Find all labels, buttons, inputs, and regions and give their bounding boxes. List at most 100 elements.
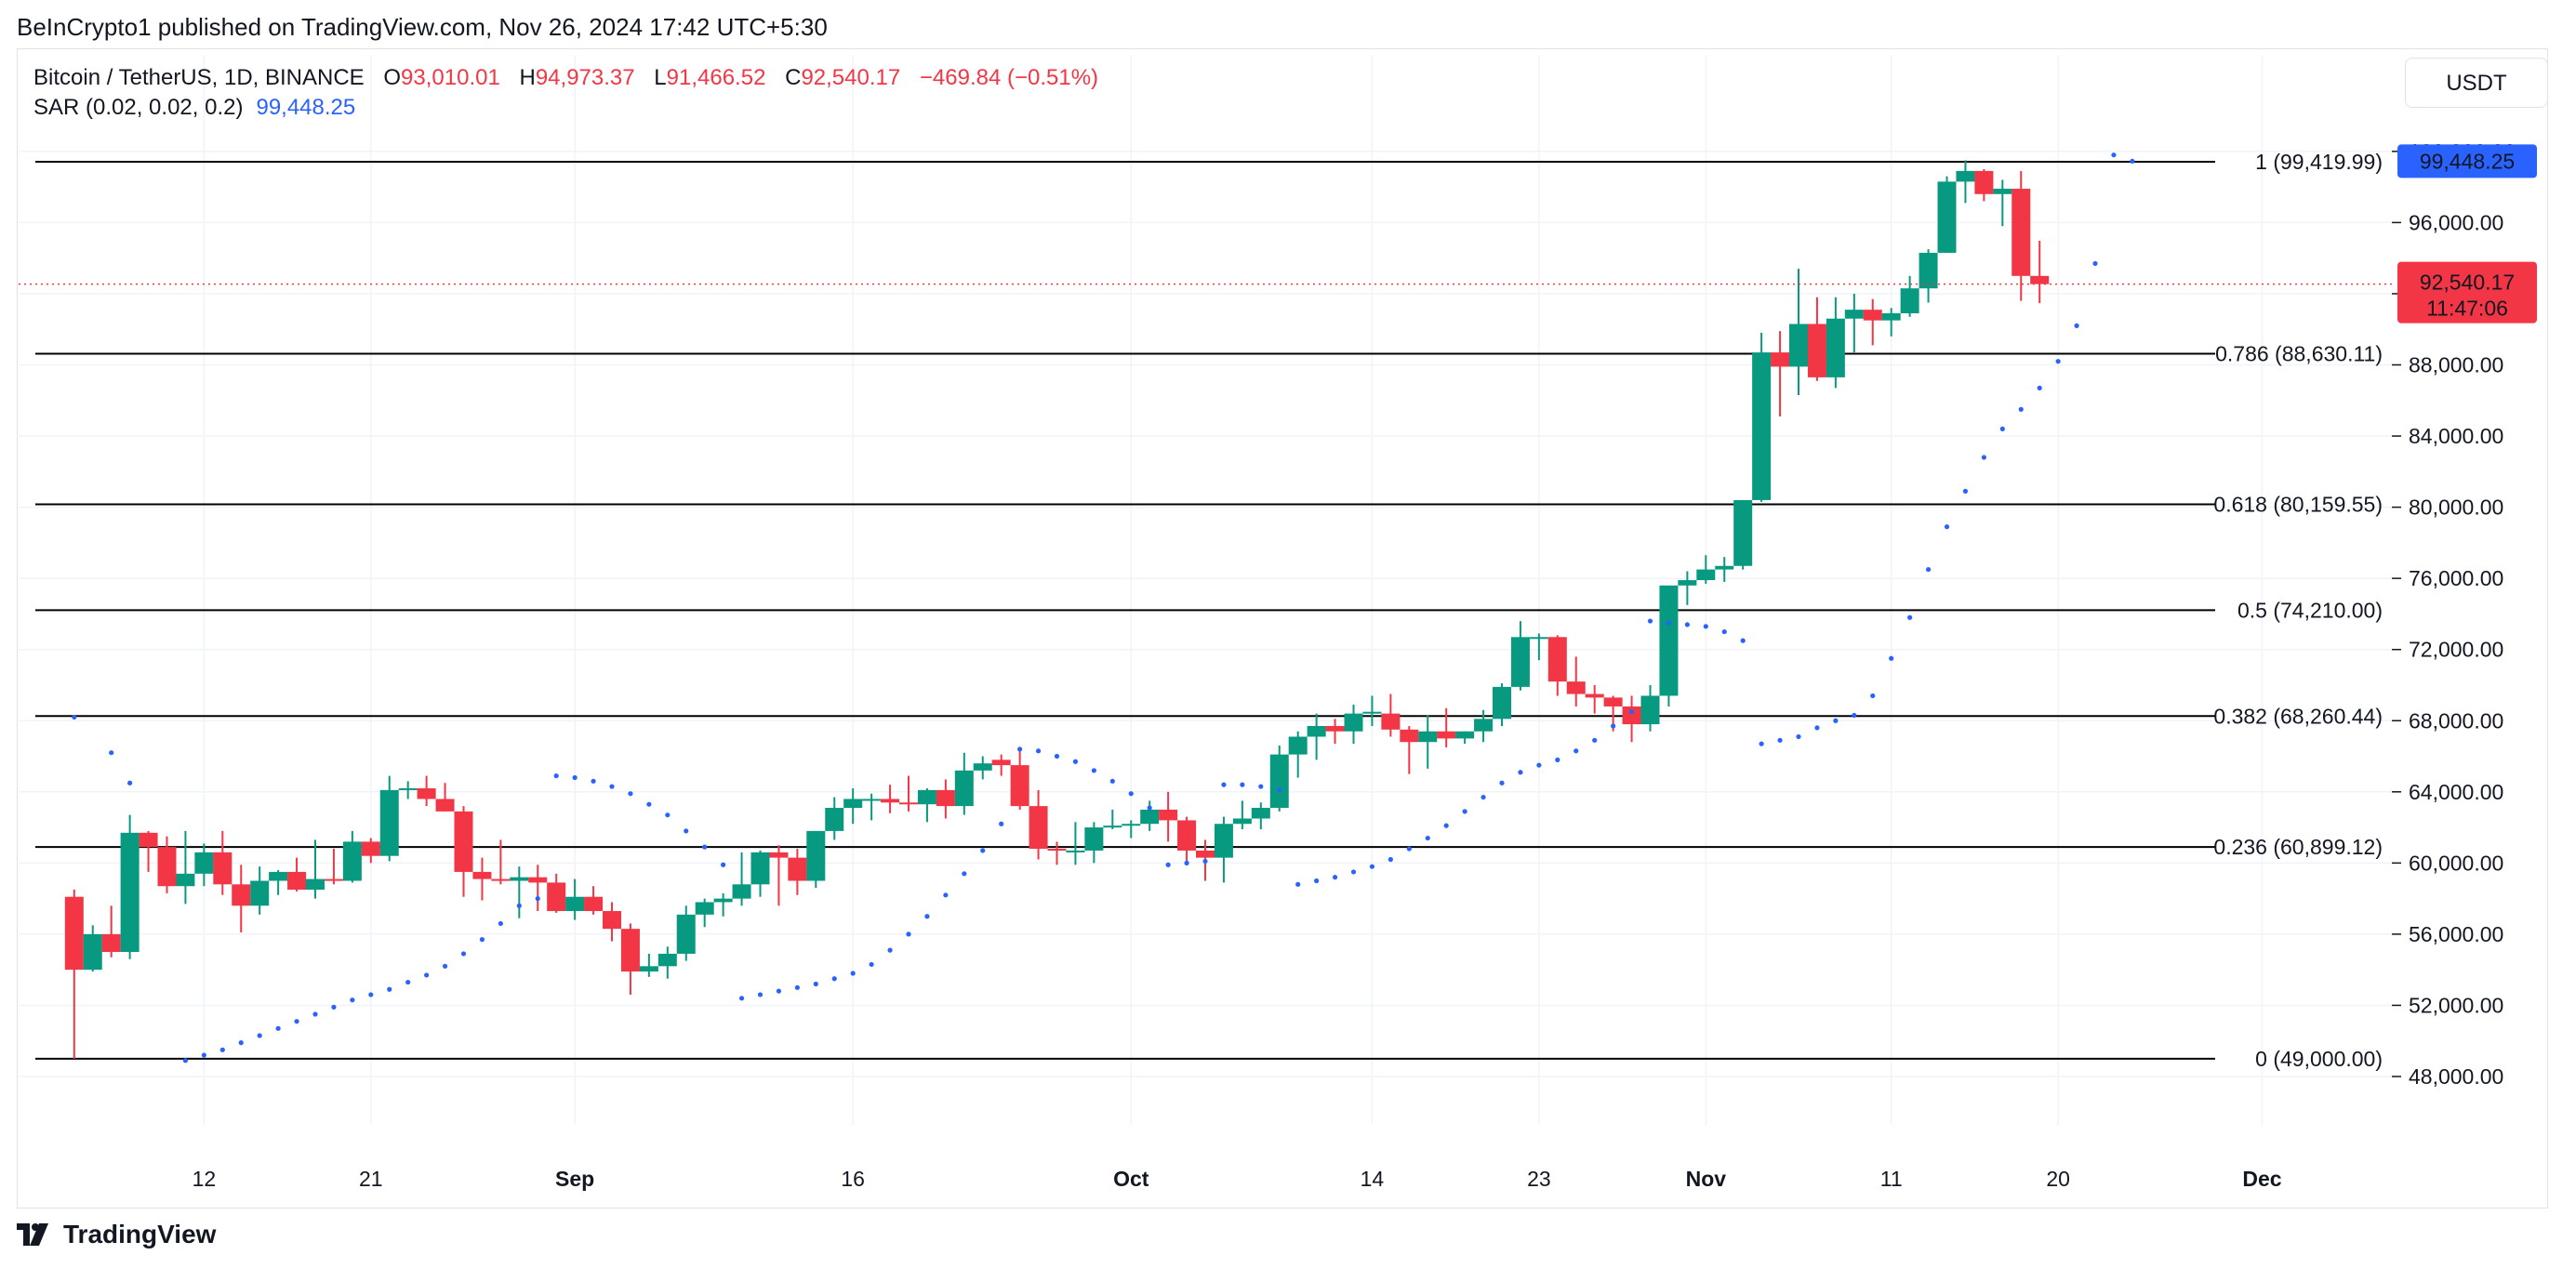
candle-body[interactable] xyxy=(1159,809,1178,821)
candle-body[interactable] xyxy=(1084,827,1104,851)
candle-body[interactable] xyxy=(398,787,418,790)
candle-body[interactable] xyxy=(584,896,604,912)
candle-body[interactable] xyxy=(1029,806,1048,850)
candle-body[interactable] xyxy=(139,832,158,848)
candle-body[interactable] xyxy=(2030,275,2050,284)
candle-body[interactable] xyxy=(1251,808,1270,819)
candle-body[interactable] xyxy=(1493,686,1511,720)
candle-body[interactable] xyxy=(1232,818,1252,825)
candle-body[interactable] xyxy=(454,811,473,872)
candle-body[interactable] xyxy=(1455,731,1475,739)
candle-body[interactable] xyxy=(547,882,566,912)
candle-body[interactable] xyxy=(1177,820,1197,851)
tradingview-logo[interactable]: TradingView xyxy=(17,1220,216,1249)
candle-body[interactable] xyxy=(1771,352,1790,367)
candle-body[interactable] xyxy=(1288,736,1308,755)
legend-sar-label[interactable]: SAR (0.02, 0.02, 0.2) xyxy=(33,95,244,120)
candle-body[interactable] xyxy=(1937,181,1957,253)
candle-body[interactable] xyxy=(1269,754,1289,809)
candle-body[interactable] xyxy=(1344,713,1363,732)
candle-body[interactable] xyxy=(1196,850,1215,858)
candle-body[interactable] xyxy=(232,884,251,906)
candle-body[interactable] xyxy=(472,871,492,879)
candle-body[interactable] xyxy=(565,896,585,912)
candle-body[interactable] xyxy=(1474,719,1494,732)
candle-body[interactable] xyxy=(1659,585,1679,696)
candle-body[interactable] xyxy=(917,789,936,805)
candle-body[interactable] xyxy=(973,763,992,771)
candle-body[interactable] xyxy=(417,787,436,799)
candle-body[interactable] xyxy=(379,789,399,856)
candle-body[interactable] xyxy=(1066,850,1085,852)
candle-body[interactable] xyxy=(1733,499,1753,566)
candle-body[interactable] xyxy=(1640,695,1660,725)
candle-body[interactable] xyxy=(825,808,844,831)
candle-body[interactable] xyxy=(1325,725,1345,732)
candle-body[interactable] xyxy=(1566,681,1586,694)
candle-body[interactable] xyxy=(1752,352,1772,500)
candle-body[interactable] xyxy=(1622,706,1641,725)
candle-body[interactable] xyxy=(862,799,882,801)
candle-body[interactable] xyxy=(1140,809,1160,825)
candle-body[interactable] xyxy=(306,878,325,891)
candle-body[interactable] xyxy=(1381,713,1401,730)
candle-body[interactable] xyxy=(806,830,826,881)
candle-body[interactable] xyxy=(603,911,621,930)
legend-symbol[interactable]: Bitcoin / TetherUS, 1D, BINANCE xyxy=(33,65,365,90)
candle-body[interactable] xyxy=(1362,711,1382,714)
candle-body[interactable] xyxy=(713,898,733,903)
candle-body[interactable] xyxy=(695,902,714,915)
candle-body[interactable] xyxy=(213,852,232,885)
candle-body[interactable] xyxy=(269,871,288,881)
currency-button[interactable]: USDT xyxy=(2405,58,2548,108)
candle-body[interactable] xyxy=(732,884,751,899)
candle-body[interactable] xyxy=(676,914,696,954)
candle-body[interactable] xyxy=(64,896,84,971)
candle-body[interactable] xyxy=(1974,170,1994,194)
candle-body[interactable] xyxy=(788,857,807,881)
candle-body[interactable] xyxy=(1844,310,1864,319)
candle-body[interactable] xyxy=(639,966,658,972)
candle-body[interactable] xyxy=(1715,565,1734,570)
candle-body[interactable] xyxy=(194,852,214,874)
candle-body[interactable] xyxy=(1863,310,1882,321)
candle-body[interactable] xyxy=(287,871,307,891)
candle-body[interactable] xyxy=(1047,849,1067,852)
candle-body[interactable] xyxy=(491,878,511,881)
candle-body[interactable] xyxy=(769,852,789,858)
candle-body[interactable] xyxy=(361,841,380,856)
candle-body[interactable] xyxy=(83,933,102,971)
candle-body[interactable] xyxy=(1826,318,1845,377)
candle-body[interactable] xyxy=(510,877,529,881)
candle-body[interactable] xyxy=(936,789,955,807)
candle-body[interactable] xyxy=(620,929,640,972)
candle-body[interactable] xyxy=(1510,637,1530,687)
candle-body[interactable] xyxy=(528,877,548,883)
candle-body[interactable] xyxy=(1881,313,1901,321)
candle-body[interactable] xyxy=(1993,189,2012,194)
candle-body[interactable] xyxy=(1400,729,1419,743)
candle-body[interactable] xyxy=(157,847,177,887)
candle-body[interactable] xyxy=(1418,731,1438,743)
candle-body[interactable] xyxy=(954,770,974,807)
candle-body[interactable] xyxy=(435,799,455,812)
candle-body[interactable] xyxy=(1678,580,1697,586)
candle-body[interactable] xyxy=(1437,731,1456,739)
candle-body[interactable] xyxy=(101,933,121,953)
candle-body[interactable] xyxy=(1122,824,1141,826)
candle-body[interactable] xyxy=(1696,569,1716,581)
candle-body[interactable] xyxy=(1900,288,1919,314)
candle-body[interactable] xyxy=(1307,725,1326,737)
candle-body[interactable] xyxy=(250,880,270,906)
candle-body[interactable] xyxy=(899,802,918,805)
candle-body[interactable] xyxy=(1585,693,1604,698)
candle-body[interactable] xyxy=(2012,189,2031,276)
candle-body[interactable] xyxy=(881,799,900,803)
candle-body[interactable] xyxy=(991,759,1011,766)
candle-body[interactable] xyxy=(1919,252,1938,289)
candle-body[interactable] xyxy=(1103,826,1122,828)
candle-body[interactable] xyxy=(176,873,195,887)
candle-body[interactable] xyxy=(342,841,362,881)
candle-body[interactable] xyxy=(1603,697,1623,707)
